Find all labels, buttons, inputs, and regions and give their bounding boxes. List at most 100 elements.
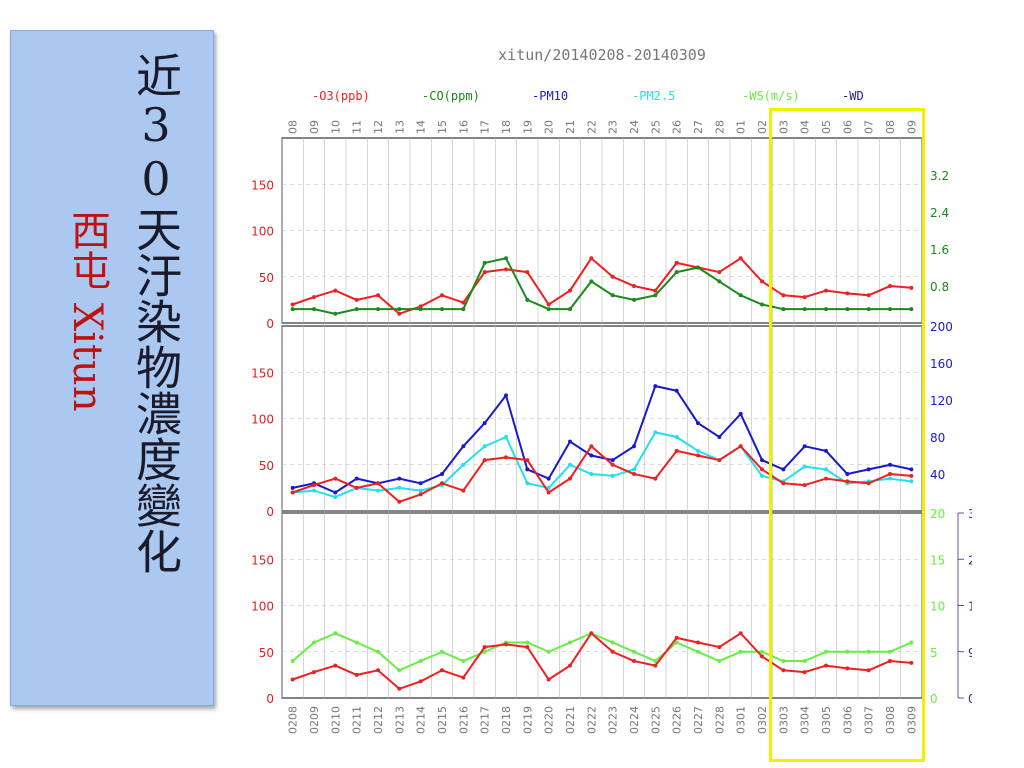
top-tick-label: 03 bbox=[777, 120, 790, 134]
data-point bbox=[909, 307, 914, 312]
data-point bbox=[610, 462, 615, 467]
data-point bbox=[504, 393, 508, 398]
top-tick-label: 26 bbox=[671, 120, 684, 134]
top-tick-label: 21 bbox=[564, 120, 577, 134]
data-point bbox=[824, 663, 828, 668]
bottom-tick-label: 0225 bbox=[649, 706, 662, 734]
top-tick-label: 12 bbox=[372, 120, 385, 134]
right-tick-label: 200 bbox=[930, 320, 953, 334]
data-point bbox=[397, 485, 402, 490]
data-point bbox=[461, 307, 466, 312]
data-point bbox=[845, 472, 850, 476]
data-point bbox=[504, 435, 508, 439]
data-point bbox=[461, 300, 466, 305]
data-point bbox=[461, 659, 466, 663]
right-tick-label: 0.8 bbox=[930, 280, 949, 294]
data-point bbox=[546, 490, 551, 495]
data-point bbox=[909, 660, 914, 665]
data-point bbox=[802, 295, 807, 300]
data-point bbox=[674, 640, 679, 645]
data-point bbox=[482, 649, 487, 654]
bottom-tick-label: 0224 bbox=[628, 706, 641, 734]
data-point bbox=[397, 686, 402, 691]
right-tick-label: 160 bbox=[930, 357, 953, 371]
data-point bbox=[482, 645, 487, 650]
series-line bbox=[292, 631, 912, 690]
data-point bbox=[312, 640, 316, 645]
top-tick-label: 09 bbox=[905, 120, 918, 134]
top-tick-label: 28 bbox=[713, 120, 726, 134]
data-point bbox=[312, 488, 316, 493]
data-point bbox=[418, 481, 423, 486]
right-tick-label: 40 bbox=[930, 468, 945, 482]
data-point bbox=[696, 649, 700, 654]
data-point bbox=[610, 274, 615, 279]
bottom-tick-label: 0210 bbox=[329, 706, 342, 734]
data-point bbox=[674, 635, 679, 640]
bottom-tick-label: 0212 bbox=[372, 706, 385, 734]
legend-item: -CO(ppm) bbox=[422, 89, 480, 103]
data-point bbox=[674, 435, 679, 439]
data-point bbox=[312, 307, 316, 312]
data-point bbox=[546, 649, 551, 654]
data-point bbox=[397, 311, 402, 316]
bottom-tick-label: 0307 bbox=[863, 706, 876, 734]
data-point bbox=[738, 411, 743, 416]
data-point bbox=[546, 302, 551, 307]
data-point bbox=[632, 444, 636, 449]
top-tick-label: 17 bbox=[479, 120, 492, 134]
data-point bbox=[504, 267, 508, 272]
data-point bbox=[568, 640, 572, 645]
data-point bbox=[525, 645, 530, 650]
right-tick-label: 270 bbox=[968, 553, 972, 567]
bottom-tick-label: 0302 bbox=[756, 706, 769, 734]
left-tick-label: 100 bbox=[251, 413, 274, 427]
data-point bbox=[333, 631, 338, 636]
top-tick-label: 22 bbox=[585, 120, 598, 134]
data-point bbox=[909, 467, 914, 472]
data-point bbox=[461, 488, 466, 493]
bottom-tick-label: 0221 bbox=[564, 706, 577, 734]
top-tick-label: 27 bbox=[692, 120, 705, 134]
left-tick-label: 0 bbox=[266, 317, 274, 331]
right-tick-label: 0 bbox=[930, 692, 938, 706]
data-point bbox=[696, 421, 700, 426]
data-point bbox=[760, 649, 764, 654]
data-point bbox=[354, 485, 359, 490]
data-point bbox=[440, 472, 444, 476]
right-tick-label: 360 bbox=[968, 507, 972, 521]
data-point bbox=[717, 435, 722, 439]
data-point bbox=[653, 288, 658, 293]
left-tick-label: 150 bbox=[251, 178, 274, 192]
data-point bbox=[824, 476, 828, 481]
top-tick-label: 10 bbox=[329, 120, 342, 134]
data-point bbox=[674, 448, 679, 453]
data-point bbox=[354, 297, 359, 302]
data-point bbox=[333, 476, 338, 481]
data-point bbox=[845, 479, 850, 484]
data-point bbox=[440, 293, 444, 298]
data-point bbox=[909, 479, 914, 484]
bottom-tick-label: 0223 bbox=[607, 706, 620, 734]
data-point bbox=[717, 270, 722, 275]
data-point bbox=[824, 288, 828, 293]
right-tick-label: 5 bbox=[930, 646, 938, 660]
data-point bbox=[504, 256, 508, 261]
data-point bbox=[354, 476, 359, 481]
left-tick-label: 150 bbox=[251, 366, 274, 380]
data-point bbox=[717, 645, 722, 650]
data-point bbox=[738, 649, 743, 654]
data-point bbox=[802, 670, 807, 675]
data-point bbox=[589, 631, 594, 636]
data-point bbox=[653, 663, 658, 668]
data-point bbox=[696, 448, 700, 453]
data-point bbox=[290, 490, 295, 495]
data-point bbox=[781, 293, 786, 298]
legend-item: -WS(m/s) bbox=[742, 89, 800, 103]
data-point bbox=[354, 307, 359, 312]
data-point bbox=[290, 677, 295, 682]
bottom-tick-label: 0305 bbox=[820, 706, 833, 734]
series-line bbox=[292, 257, 912, 315]
data-point bbox=[354, 672, 359, 677]
data-point bbox=[354, 640, 359, 645]
